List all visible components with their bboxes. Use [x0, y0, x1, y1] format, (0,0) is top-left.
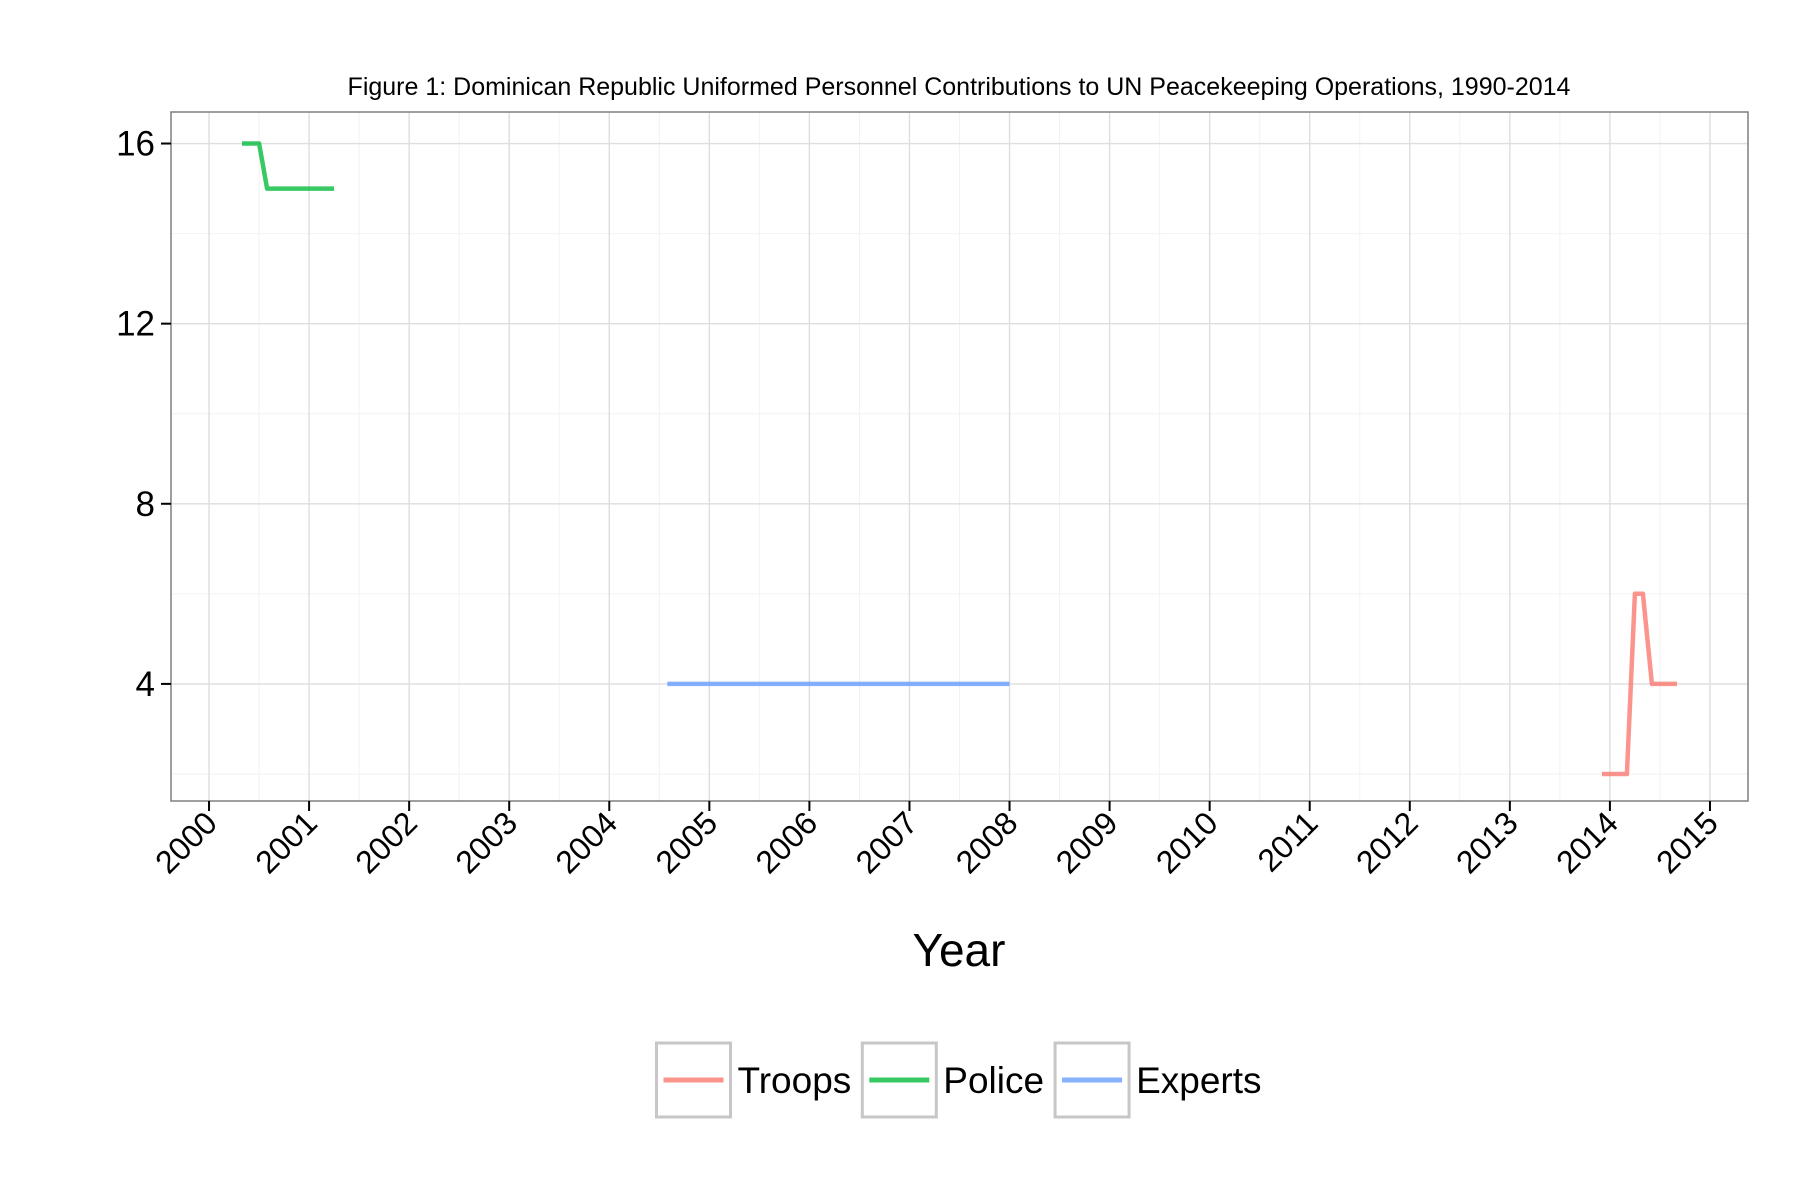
- series-line-troops: [1601, 591, 1677, 777]
- x-axis-label: Year: [913, 924, 1006, 976]
- legend-label: Experts: [1136, 1060, 1261, 1101]
- x-tick-label: 2003: [448, 804, 524, 880]
- x-tick-label: 2009: [1049, 804, 1125, 880]
- y-tick-label: 8: [136, 485, 155, 524]
- x-tick-label: 2007: [849, 804, 925, 880]
- x-tick-label: 2000: [148, 804, 224, 880]
- chart-title: Figure 1: Dominican Republic Uniformed P…: [348, 73, 1571, 101]
- legend: Troops Police Experts: [654, 1041, 1262, 1119]
- x-tick-label: 2011: [1251, 804, 1325, 878]
- x-tick-label: 2013: [1449, 804, 1525, 880]
- x-tick-label: 2005: [648, 804, 724, 880]
- plot-border: [170, 111, 1749, 802]
- x-tick-label: 2012: [1349, 804, 1425, 880]
- series-line-police: [242, 141, 335, 191]
- series-lines: [242, 141, 1677, 777]
- legend-label: Police: [943, 1060, 1044, 1101]
- x-tick-label: 2015: [1649, 804, 1725, 880]
- y-tick-label: 12: [116, 305, 155, 344]
- x-tick-label: 2010: [1149, 804, 1225, 880]
- x-tick-label: 2008: [949, 804, 1025, 880]
- x-tick-label: 2001: [248, 804, 324, 880]
- x-axis: 2000 2001 2002 2003 2004 2005 2006 2007 2008 2009…: [148, 801, 1725, 880]
- y-tick-label: 4: [136, 665, 155, 704]
- grid-minor: [171, 112, 1748, 801]
- y-axis: 4 8 12 16: [116, 125, 171, 704]
- grid-major: [171, 112, 1748, 801]
- y-tick-label: 16: [116, 125, 155, 164]
- x-tick-label: 2014: [1549, 804, 1625, 880]
- legend-label: Troops: [737, 1060, 851, 1101]
- x-tick-label: 2006: [749, 804, 825, 880]
- x-tick-label: 2002: [348, 804, 424, 880]
- x-tick-label: 2004: [548, 804, 624, 880]
